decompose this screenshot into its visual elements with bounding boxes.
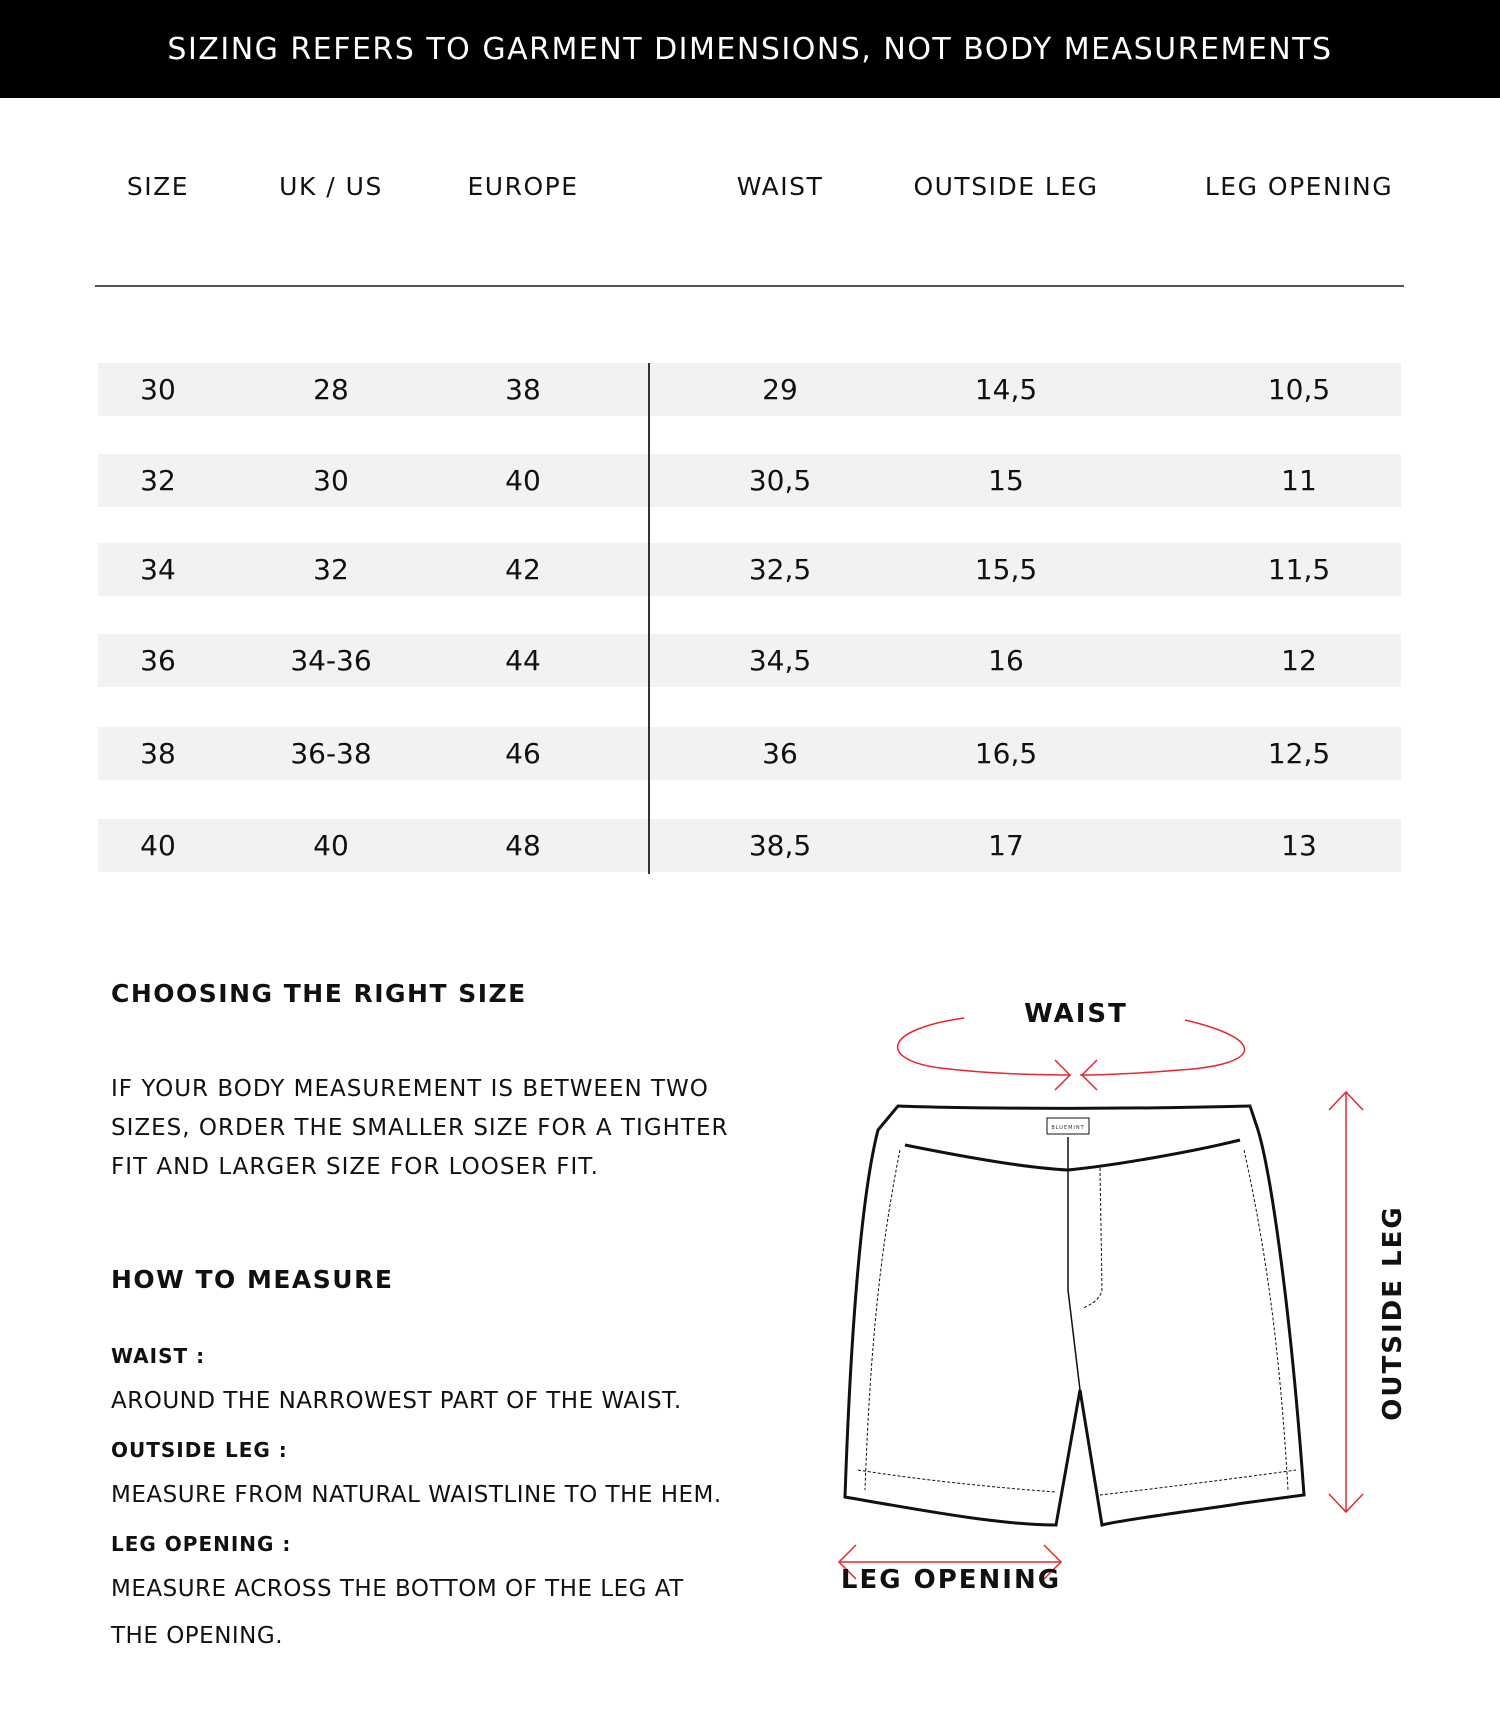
banner-text: SIZING REFERS TO GARMENT DIMENSIONS, NOT…: [167, 31, 1333, 67]
cell-size: 32: [140, 464, 176, 497]
outside-leg-arrow: [1328, 1090, 1364, 1514]
cell-waist: 38,5: [748, 829, 812, 862]
cell-waist: 36: [762, 737, 798, 770]
cell-outside-leg: 16,5: [974, 737, 1038, 770]
cell-size: 34: [140, 553, 176, 586]
table-row: 38 36-38 46 36 16,5 12,5: [98, 727, 1401, 780]
cell-waist: 32,5: [748, 553, 812, 586]
shorts-outline: [843, 1104, 1306, 1527]
cell-europe: 38: [505, 373, 541, 406]
measure-title: HOW TO MEASURE: [111, 1265, 394, 1294]
leg-opening-label: LEG OPENING: [840, 1565, 1062, 1595]
header-waist: WAIST: [736, 172, 824, 201]
cell-size: 38: [140, 737, 176, 770]
measure-outside-leg-text: MEASURE FROM NATURAL WAISTLINE TO THE HE…: [111, 1482, 722, 1508]
cell-uk-us: 40: [313, 829, 349, 862]
cell-leg-opening: 11,5: [1267, 553, 1331, 586]
cell-leg-opening: 10,5: [1267, 373, 1331, 406]
column-divider: [648, 363, 650, 874]
cell-europe: 42: [505, 553, 541, 586]
header-europe: EUROPE: [467, 172, 579, 201]
measure-outside-leg-label: OUTSIDE LEG :: [111, 1438, 288, 1462]
cell-waist: 30,5: [748, 464, 812, 497]
choosing-text: IF YOUR BODY MEASUREMENT IS BETWEEN TWO …: [111, 1070, 761, 1187]
cell-uk-us: 34-36: [290, 644, 372, 677]
cell-outside-leg: 15,5: [974, 553, 1038, 586]
waist-label: WAIST: [1024, 999, 1128, 1029]
cell-waist: 29: [762, 373, 798, 406]
header-outside-leg: OUTSIDE LEG: [913, 172, 1099, 201]
header-divider: [95, 285, 1404, 287]
cell-leg-opening: 12: [1281, 644, 1317, 677]
table-row: 32 30 40 30,5 15 11: [98, 454, 1401, 507]
banner: SIZING REFERS TO GARMENT DIMENSIONS, NOT…: [0, 0, 1500, 98]
table-row: 30 28 38 29 14,5 10,5: [98, 363, 1401, 416]
cell-outside-leg: 16: [988, 644, 1024, 677]
table-row: 36 34-36 44 34,5 16 12: [98, 634, 1401, 687]
cell-leg-opening: 11: [1281, 464, 1317, 497]
measure-leg-opening-label: LEG OPENING :: [111, 1532, 292, 1556]
table-row: 40 40 48 38,5 17 13: [98, 819, 1401, 872]
cell-outside-leg: 14,5: [974, 373, 1038, 406]
measure-leg-opening-text: MEASURE ACROSS THE BOTTOM OF THE LEG AT: [111, 1576, 684, 1602]
cell-uk-us: 36-38: [290, 737, 372, 770]
cell-uk-us: 32: [313, 553, 349, 586]
waist-arrow: [897, 1017, 1246, 1091]
measure-leg-opening-text: THE OPENING.: [111, 1623, 284, 1649]
cell-leg-opening: 12,5: [1267, 737, 1331, 770]
cell-uk-us: 28: [313, 373, 349, 406]
cell-leg-opening: 13: [1281, 829, 1317, 862]
cell-europe: 40: [505, 464, 541, 497]
outside-leg-label: OUTSIDE LEG: [1378, 1205, 1408, 1421]
header-leg-opening: LEG OPENING: [1204, 172, 1394, 201]
header-uk-us: UK / US: [279, 172, 383, 201]
cell-outside-leg: 17: [988, 829, 1024, 862]
cell-europe: 44: [505, 644, 541, 677]
cell-size: 36: [140, 644, 176, 677]
cell-size: 30: [140, 373, 176, 406]
brand-tag: BLUEMINT: [1051, 1125, 1084, 1131]
cell-size: 40: [140, 829, 176, 862]
cell-europe: 48: [505, 829, 541, 862]
cell-waist: 34,5: [748, 644, 812, 677]
table-row: 34 32 42 32,5 15,5 11,5: [98, 543, 1401, 596]
choosing-line: FIT AND LARGER SIZE FOR LOOSER FIT.: [111, 1154, 599, 1180]
measure-waist-text: AROUND THE NARROWEST PART OF THE WAIST.: [111, 1388, 682, 1414]
choosing-title: CHOOSING THE RIGHT SIZE: [111, 979, 527, 1008]
cell-uk-us: 30: [313, 464, 349, 497]
measure-waist-label: WAIST :: [111, 1344, 206, 1368]
choosing-line: IF YOUR BODY MEASUREMENT IS BETWEEN TWO: [111, 1076, 709, 1102]
cell-europe: 46: [505, 737, 541, 770]
header-size: SIZE: [126, 172, 190, 201]
leg-opening-arrow: [837, 1544, 1063, 1580]
cell-outside-leg: 15: [988, 464, 1024, 497]
choosing-line: SIZES, ORDER THE SMALLER SIZE FOR A TIGH…: [111, 1115, 729, 1141]
